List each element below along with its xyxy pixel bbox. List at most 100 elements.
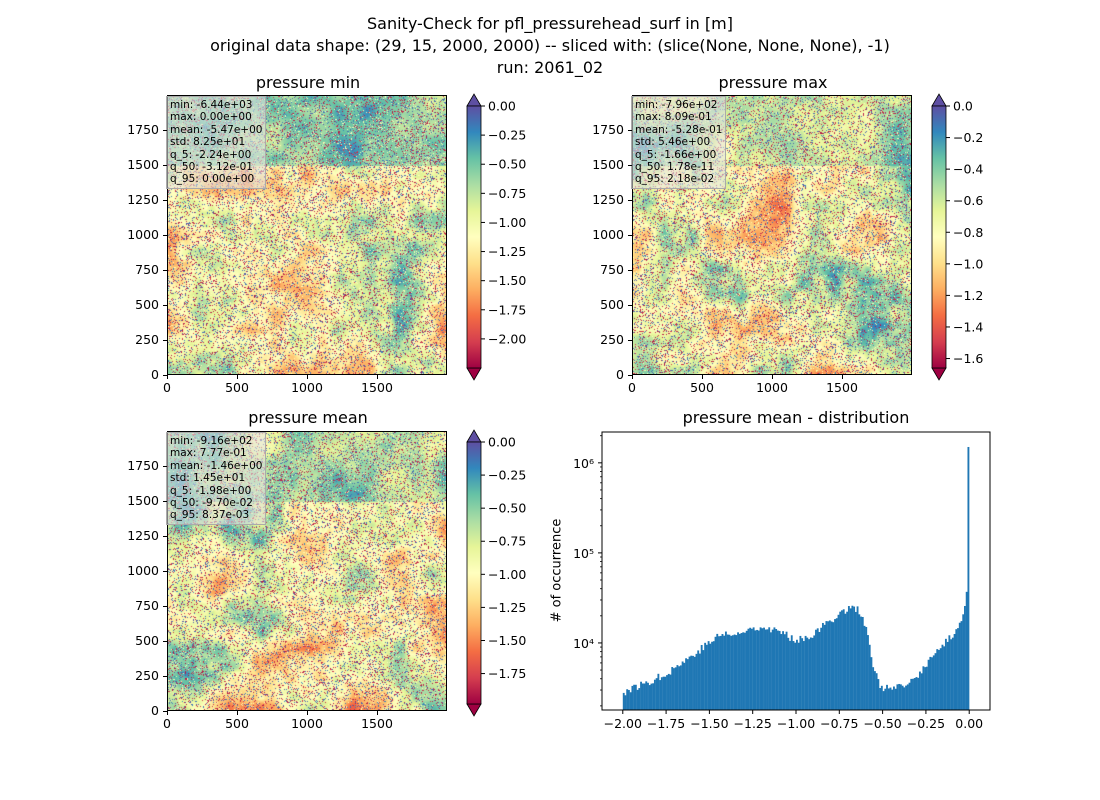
histogram-bar — [673, 668, 675, 710]
histogram-bar — [913, 678, 916, 710]
histogram-bar — [967, 446, 970, 710]
histogram-bar — [778, 630, 781, 710]
x-tick-label: −1.25 — [734, 716, 772, 731]
histogram-bar — [936, 649, 939, 710]
histogram-bar — [699, 653, 701, 710]
histogram-bar — [659, 680, 662, 710]
colorbar-tick-label: −1.50 — [488, 633, 526, 648]
histogram-bar — [804, 635, 807, 710]
histogram-bar — [752, 627, 755, 710]
histogram-bar — [783, 634, 786, 710]
histogram-bar — [917, 677, 920, 710]
histogram-bar — [766, 629, 769, 710]
histogram-bar — [844, 613, 847, 710]
x-tick-label: 0 — [628, 380, 636, 395]
histogram-bar — [782, 631, 785, 710]
colorbar-tick-label: −0.4 — [953, 162, 983, 177]
stat-mean: mean: -1.46e+00 — [170, 459, 263, 472]
panel-title: pressure mean - distribution — [682, 408, 910, 427]
histogram-bar — [631, 685, 634, 710]
histogram-bar — [712, 641, 715, 710]
colorbar-tick-label: −1.0 — [953, 256, 983, 271]
histogram-bar — [953, 634, 956, 710]
y-tick-label: 0 — [151, 367, 159, 382]
x-tick-mark — [166, 375, 168, 379]
y-tick-label: 250 — [600, 332, 624, 347]
y-tick-mark — [163, 605, 167, 607]
y-tick-mark — [628, 269, 632, 271]
histogram-bar — [671, 667, 674, 710]
histogram-bar — [801, 638, 804, 710]
x-tick-label: 1500 — [361, 716, 393, 731]
x-tick-mark — [376, 375, 378, 379]
histogram-bar — [693, 656, 696, 710]
histogram-bar — [908, 682, 911, 710]
histogram-bar — [816, 628, 819, 710]
histogram-bar — [776, 630, 779, 710]
histogram-bar — [896, 684, 899, 710]
x-tick-label: 1000 — [291, 716, 323, 731]
x-tick-label: −1.75 — [647, 716, 685, 731]
y-tick-mark — [628, 164, 632, 166]
histogram-bar — [847, 606, 850, 710]
histogram-bar — [821, 622, 824, 710]
x-tick-label: 1000 — [756, 380, 788, 395]
stat-max: max: 0.00e+00 — [170, 111, 252, 124]
histogram-bar — [918, 671, 921, 710]
y-tick-mark — [163, 710, 167, 712]
colorbar-tick-label: −2.00 — [488, 331, 526, 346]
colorbar-tick-label: −1.75 — [488, 666, 526, 681]
histogram-bar — [839, 611, 842, 710]
stat-q5: q_5: -2.24e+00 — [170, 148, 252, 161]
histogram-bar — [813, 635, 816, 710]
figure-suptitle-line-1: Sanity-Check for pfl_pressurehead_surf i… — [367, 14, 733, 33]
histogram-bar — [726, 634, 729, 710]
histogram-bar — [697, 650, 700, 710]
x-tick-mark — [701, 375, 703, 379]
histogram-bar — [622, 692, 625, 710]
colorbar: 0.00 −0.25 −0.50 −0.75 −1.00 −1.25 −1.50 −1.75 −… — [466, 93, 526, 381]
histogram-bar — [958, 622, 961, 710]
histogram-bar — [943, 646, 946, 710]
y-tick-mark — [163, 374, 167, 376]
x-tick-mark — [166, 711, 168, 715]
histogram-bar — [877, 679, 880, 710]
y-tick-mark — [163, 465, 167, 467]
histogram-bar — [868, 644, 871, 710]
x-tick-mark — [841, 375, 843, 379]
histogram-bar — [880, 685, 883, 710]
y-tick-label: 1500 — [592, 157, 624, 172]
stat-min: min: -6.44e+03 — [170, 99, 253, 111]
histogram-bar — [735, 635, 738, 710]
histogram-bar — [941, 644, 944, 710]
histogram-bar — [730, 635, 733, 710]
histogram-bar — [834, 619, 836, 710]
histogram-bar — [667, 673, 670, 710]
histogram-bar — [678, 666, 681, 710]
histogram-bar — [851, 605, 854, 710]
histogram-bar — [719, 635, 722, 710]
histogram-bar — [763, 627, 765, 710]
histogram-bar — [749, 627, 752, 710]
histogram-bar — [854, 611, 857, 710]
histogram-bar — [721, 634, 724, 710]
histogram-bar — [674, 667, 677, 710]
colorbar-extend-top — [466, 429, 482, 443]
x-tick-label: −0.50 — [863, 716, 901, 731]
histogram-bar — [899, 684, 902, 710]
histogram-bar — [688, 656, 691, 710]
y-tick-mark — [628, 339, 632, 341]
histogram-bar — [901, 685, 904, 710]
histogram-bar — [828, 620, 831, 710]
histogram-bar — [925, 666, 928, 710]
histogram-bar — [756, 629, 759, 710]
histogram-bar — [872, 667, 875, 710]
colorbar-tick-label: −1.75 — [488, 302, 526, 317]
colorbar-extend-top — [931, 93, 947, 107]
histogram-bar — [676, 665, 679, 710]
histogram-bar — [740, 633, 743, 710]
histogram-bar — [707, 641, 710, 710]
y-tick-label: 0 — [151, 703, 159, 718]
histogram-bar — [718, 636, 720, 710]
stat-std: std: 8.25e+01 — [170, 136, 246, 149]
